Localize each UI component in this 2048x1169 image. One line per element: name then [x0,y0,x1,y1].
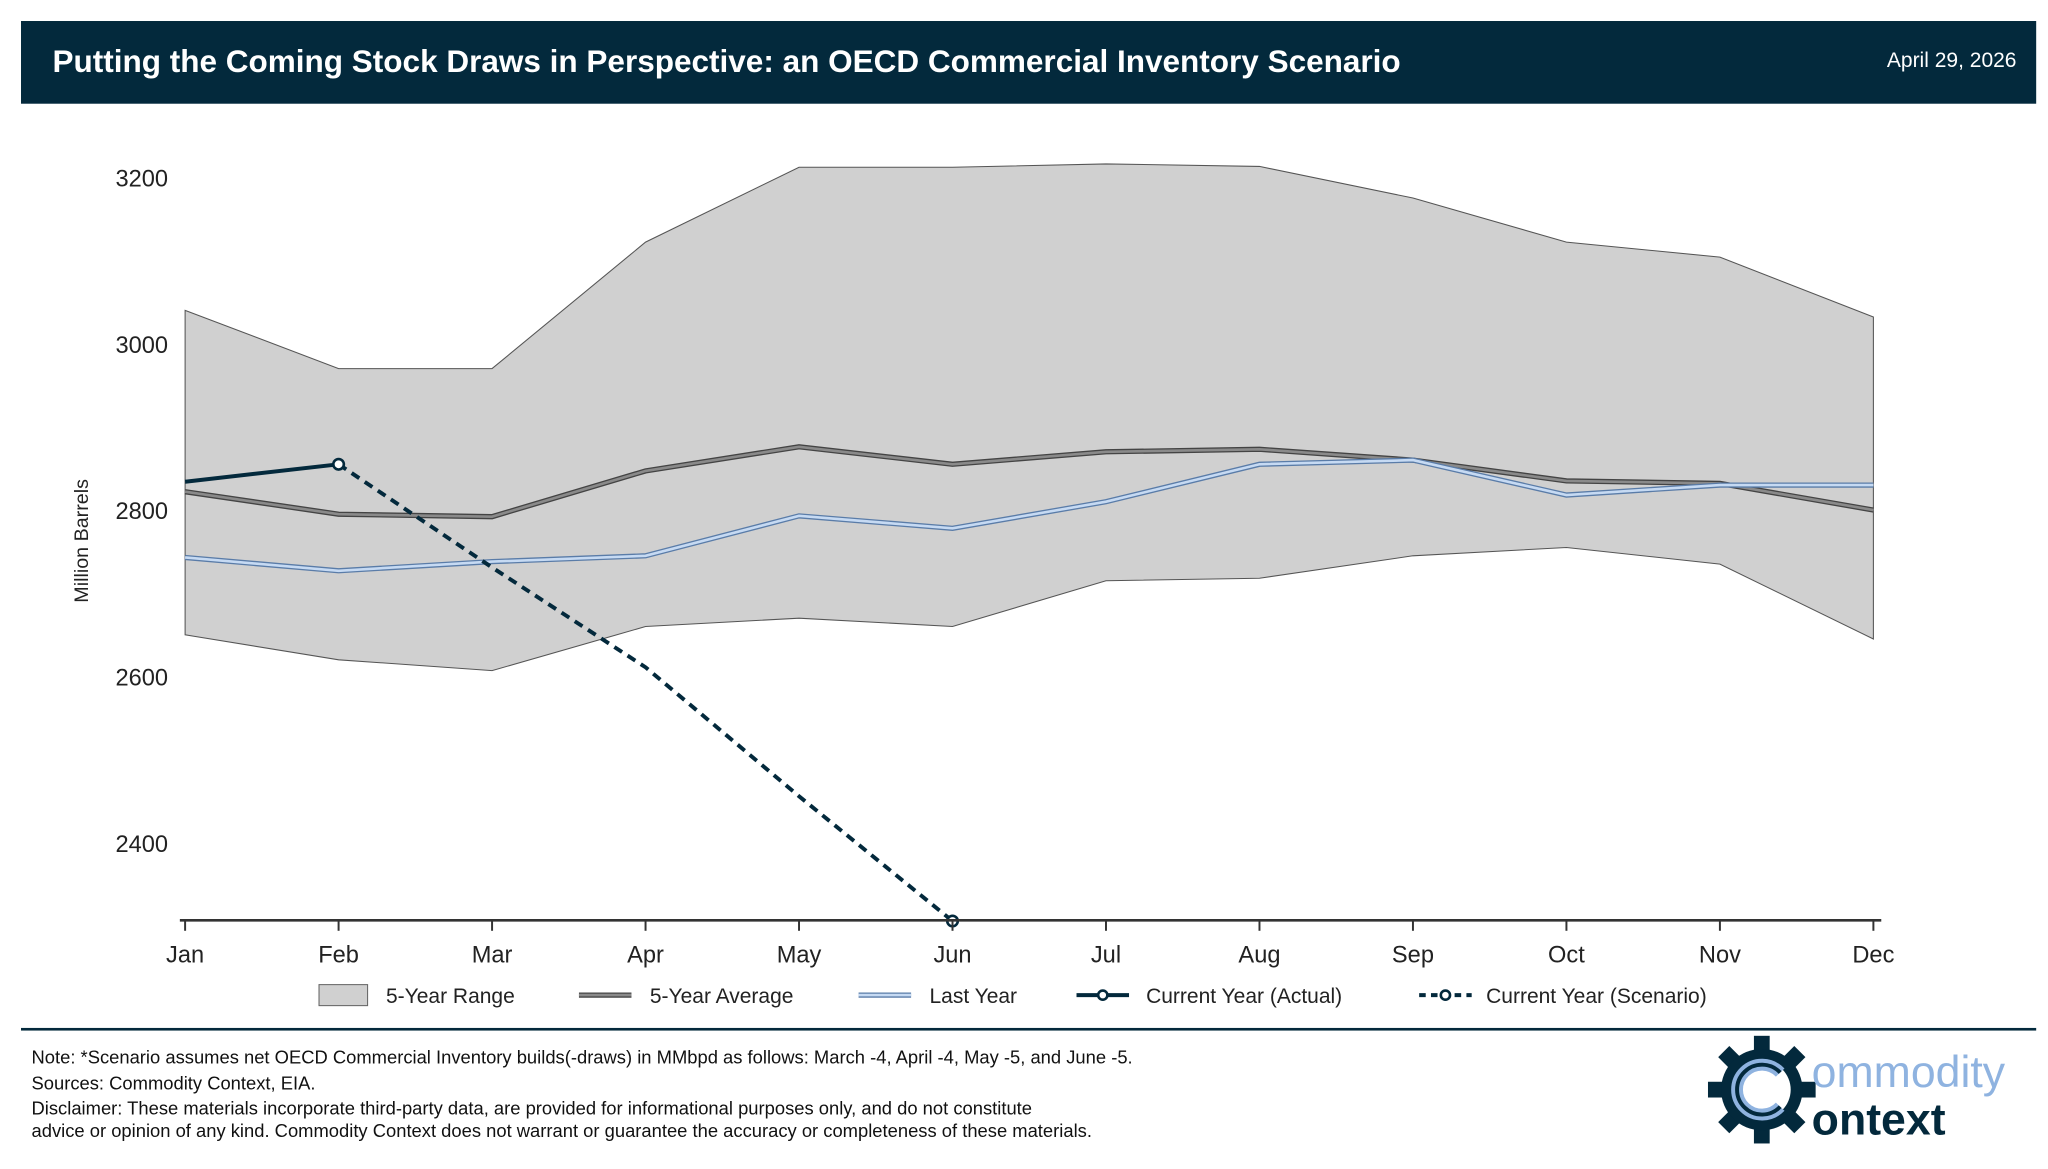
y-tick-label: 2400 [115,832,168,858]
legend-label: 5-Year Range [386,985,515,1008]
chart-date: April 29, 2026 [1886,49,2017,73]
legend-swatch-range [318,984,369,1007]
marker-point [332,457,346,471]
logo-line-2: ontext [1812,1095,1946,1144]
legend-label: Last Year [929,985,1017,1008]
legend: 5-Year Range 5-Year Average Last Year Curre… [318,984,1707,1008]
range-area [184,163,1874,672]
last-year-line [184,458,1874,573]
chart-title: Putting the Coming Stock Draws in Perspe… [52,44,1401,81]
chart: Jan Feb Mar Apr May Jun Jul Aug Sep Oct Nov Dec 2400… [71,163,1895,1008]
x-tick-label: Nov [1699,942,1741,968]
x-tick-label: Mar [472,942,513,968]
y-tick-label: 3200 [115,166,168,192]
current-scenario-line [337,462,954,923]
x-tick-label: Jun [933,942,971,968]
x-tick-label: May [777,942,822,968]
x-tick-label: Sep [1392,942,1434,968]
scenario-note: Note: *Scenario assumes net OECD Commerc… [31,1046,1133,1068]
sources-note: Sources: Commodity Context, EIA. [31,1071,316,1093]
x-tick-label: Jan [166,942,204,968]
x-tick-label: Feb [318,942,359,968]
legend-label: Current Year (Actual) [1146,985,1342,1008]
x-tick-label: Oct [1548,942,1585,968]
disclaimer-line-2: advice or opinion of any kind. Commodity… [31,1119,1092,1141]
x-tick-label: Apr [627,942,664,968]
x-tick-label: Jul [1091,942,1121,968]
chart-header: Putting the Coming Stock Draws in Perspe… [21,21,2037,104]
legend-marker [1096,989,1109,1002]
footer-notes: Note: *Scenario assumes net OECD Commerc… [32,1045,1133,1143]
footer-divider [21,1027,2037,1031]
disclaimer-line-1: Disclaimer: These materials incorporate … [31,1097,1032,1119]
y-tick-label: 2800 [115,499,168,525]
legend-marker [1439,989,1452,1002]
legend-label: Current Year (Scenario) [1486,985,1707,1008]
y-axis-label: Million Barrels [71,479,93,603]
gear-icon [1707,1035,1816,1144]
current-actual-line [184,462,339,484]
y-tick-label: 2600 [115,666,168,692]
legend-label: 5-Year Average [650,985,794,1008]
x-tick-label: Aug [1238,942,1280,968]
x-tick-label: Dec [1852,942,1894,968]
avg-line [184,445,1874,519]
y-tick-label: 3000 [115,333,168,359]
logo-line-1: ommodity [1812,1048,2006,1097]
commodity-context-logo: ommodity ontext [1707,1035,2006,1144]
